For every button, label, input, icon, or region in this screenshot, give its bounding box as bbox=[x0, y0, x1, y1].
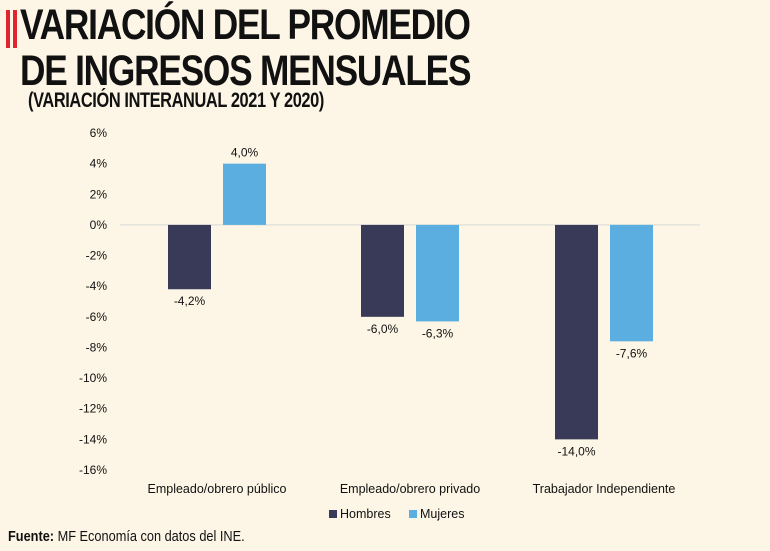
source-label: Fuente: bbox=[8, 528, 55, 545]
chart-subtitle: (VARIACIÓN INTERANUAL 2021 Y 2020) bbox=[28, 89, 324, 112]
y-tick-label: -12% bbox=[79, 402, 107, 416]
y-tick-label: 6% bbox=[90, 126, 108, 140]
bar-hombres bbox=[168, 224, 211, 290]
title-line-1: VARIACIÓN DEL PROMEDIO bbox=[20, 1, 471, 49]
accent-bar bbox=[6, 10, 10, 48]
y-tick-label: -14% bbox=[79, 432, 107, 446]
legend-swatch-mujeres bbox=[409, 510, 417, 518]
y-tick-label: 0% bbox=[90, 218, 108, 232]
y-tick-label: -2% bbox=[86, 249, 108, 263]
y-tick-label: 2% bbox=[90, 187, 108, 201]
data-label: 4,0% bbox=[231, 146, 259, 160]
y-tick-label: -16% bbox=[79, 463, 107, 477]
source-note: Fuente: MF Economía con datos del INE. bbox=[8, 528, 245, 545]
y-tick-label: 4% bbox=[90, 157, 108, 171]
bar-hombres bbox=[361, 224, 404, 317]
x-category-label: Trabajador Independiente bbox=[533, 482, 676, 496]
accent-bar bbox=[13, 10, 17, 48]
bar-mujeres bbox=[610, 224, 653, 342]
title-line-2: DE INGRESOS MENSUALES bbox=[20, 47, 471, 95]
bar-mujeres bbox=[416, 224, 459, 322]
y-tick-label: -4% bbox=[86, 279, 108, 293]
data-label: -7,6% bbox=[616, 346, 648, 360]
legend-label-hombres: Hombres bbox=[340, 507, 391, 521]
legend-label-mujeres: Mujeres bbox=[420, 507, 464, 521]
data-label: -4,2% bbox=[174, 294, 206, 308]
legend-swatch-hombres bbox=[329, 510, 337, 518]
y-tick-label: -10% bbox=[79, 371, 107, 385]
y-tick-label: -8% bbox=[86, 340, 108, 354]
source-text: MF Economía con datos del INE. bbox=[54, 528, 245, 545]
bar-hombres bbox=[555, 224, 598, 440]
bar-mujeres bbox=[223, 163, 266, 225]
chart-title: VARIACIÓN DEL PROMEDIO DE INGRESOS MENSU… bbox=[20, 1, 471, 95]
y-tick-label: -6% bbox=[86, 310, 108, 324]
x-category-label: Empleado/obrero público bbox=[148, 482, 287, 496]
x-category-label: Empleado/obrero privado bbox=[340, 482, 480, 496]
data-label: -14,0% bbox=[557, 444, 595, 458]
data-label: -6,0% bbox=[367, 322, 399, 336]
data-label: -6,3% bbox=[422, 326, 454, 340]
